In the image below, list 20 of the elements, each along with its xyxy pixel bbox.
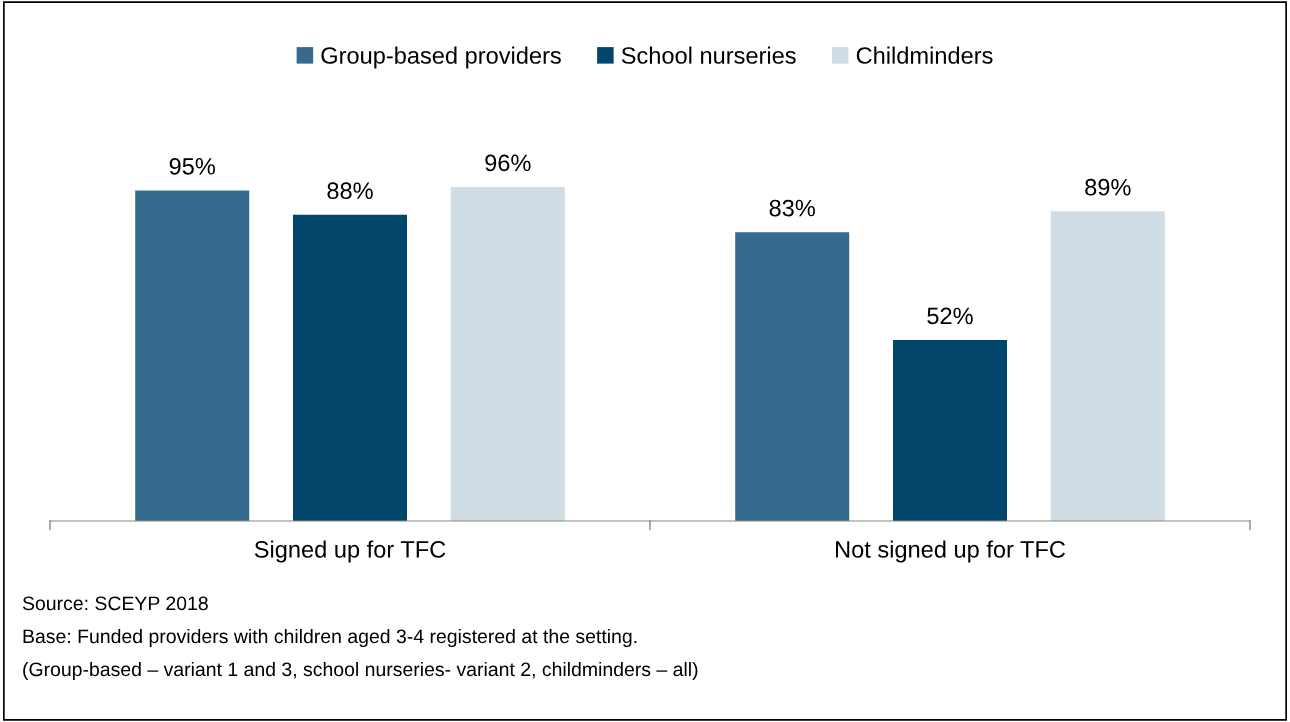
data-label: 89%: [1085, 178, 1131, 196]
legend-label: Childminders: [856, 46, 993, 64]
text: Base: Funded providers with children aged 3-4 registered at the setting.: [23, 628, 637, 648]
legend-label: Group-based providers: [321, 46, 561, 69]
bar: [293, 214, 407, 521]
bar: [735, 232, 850, 521]
data-label: 83%: [769, 199, 815, 217]
bar: [1050, 211, 1165, 521]
bar: [135, 190, 250, 521]
x-tick-label: Signed up for TFC: [254, 540, 446, 563]
x-tick-label: Not signed up for TFC: [836, 540, 1066, 563]
source-note: Source: SCEYP 2018: [22, 596, 208, 611]
bar: [893, 340, 1007, 521]
data-label: 95%: [169, 157, 215, 175]
text: (Group-based – variant 1 and 3, school nurseries- variant 2, childminders – all): [23, 661, 698, 681]
data-label: 96%: [485, 154, 531, 172]
legend-label: School nurseries: [621, 46, 796, 64]
data-label: 52%: [927, 307, 973, 325]
data-label: 88%: [327, 182, 373, 200]
bar: [450, 187, 565, 521]
